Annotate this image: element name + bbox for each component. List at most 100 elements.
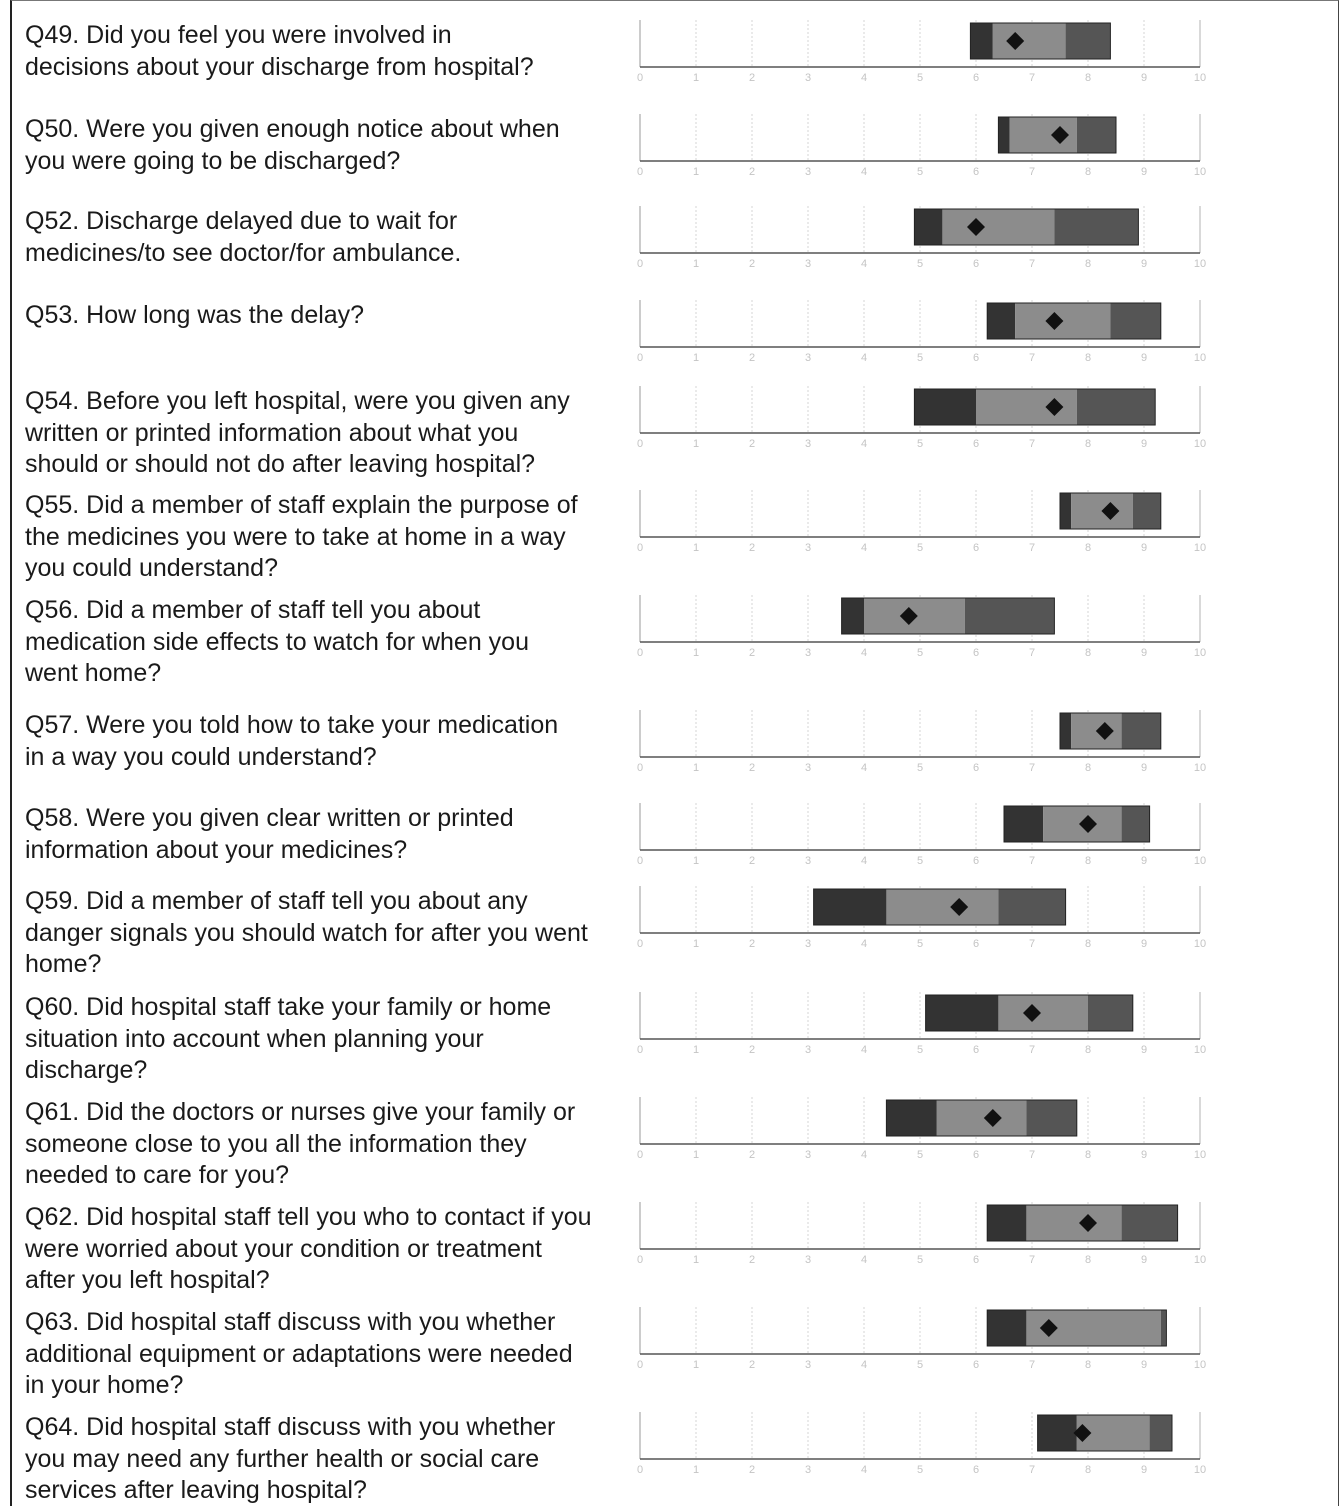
x-tick-label: 6	[973, 72, 979, 84]
x-tick-label: 4	[861, 855, 867, 867]
range-segment-middle	[992, 23, 1066, 59]
x-tick-label: 3	[805, 1044, 811, 1056]
x-tick-label: 9	[1141, 1254, 1147, 1266]
x-tick-label: 6	[973, 1254, 979, 1266]
range-outline	[913, 388, 1156, 426]
x-tick-label: 3	[805, 1464, 811, 1476]
x-tick-label: 1	[693, 1254, 699, 1266]
x-tick-label: 2	[749, 1464, 755, 1476]
score-chart: 0 1 2 3 4 5 6 7 8 9 10	[637, 20, 1206, 84]
range-segment-lower	[987, 1205, 1027, 1241]
score-marker	[1051, 126, 1069, 144]
score-chart: 0 1 2 3 4 5 6 7 8 9 10	[637, 803, 1206, 867]
range-segment-upper	[1132, 493, 1161, 529]
question-row: Q49. Did you feel you were involved in d…	[0, 20, 1341, 114]
question-text: Q54. Before you left hospital, were you …	[25, 387, 570, 478]
range-segment-upper	[1121, 713, 1161, 749]
score-chart: 0 1 2 3 4 5 6 7 8 9 10	[637, 1202, 1206, 1266]
x-tick-label: 0	[637, 72, 643, 84]
x-tick-label: 8	[1085, 938, 1091, 950]
score-chart: 0 1 2 3 4 5 6 7 8 9 10	[637, 490, 1206, 554]
range-segment-middle	[942, 209, 1055, 245]
range-segment-upper	[1076, 389, 1156, 425]
range-outline	[841, 597, 1055, 635]
range-outline	[813, 888, 1067, 926]
score-marker	[1079, 1214, 1097, 1232]
x-tick-label: 7	[1029, 352, 1035, 364]
x-tick-label: 4	[861, 438, 867, 450]
range-outline	[986, 1309, 1167, 1347]
score-chart: 0 1 2 3 4 5 6 7 8 9 10	[637, 886, 1206, 950]
x-tick-label: 2	[749, 647, 755, 659]
question-row: Q55. Did a member of staff explain the p…	[0, 490, 1341, 584]
x-tick-label: 5	[917, 542, 923, 554]
x-tick-label: 4	[861, 166, 867, 178]
x-tick-label: 7	[1029, 438, 1035, 450]
range-segment-upper	[1026, 1100, 1077, 1136]
score-chart: 0 1 2 3 4 5 6 7 8 9 10	[637, 1307, 1206, 1371]
x-tick-label: 5	[917, 647, 923, 659]
x-tick-label: 6	[973, 762, 979, 774]
x-tick-label: 4	[861, 1044, 867, 1056]
x-tick-label: 8	[1085, 166, 1091, 178]
x-tick-label: 2	[749, 1359, 755, 1371]
question-text: Q62. Did hospital staff tell you who to …	[25, 1203, 592, 1294]
question-row: Q54. Before you left hospital, were you …	[0, 386, 1341, 480]
range-segment-upper	[1110, 303, 1161, 339]
x-tick-label: 3	[805, 1254, 811, 1266]
x-tick-label: 9	[1141, 166, 1147, 178]
x-tick-label: 4	[861, 1149, 867, 1161]
x-tick-label: 4	[861, 647, 867, 659]
range-segment-upper	[1160, 1310, 1167, 1346]
score-chart: 0 1 2 3 4 5 6 7 8 9 10	[637, 206, 1206, 270]
range-segment-upper	[964, 598, 1055, 634]
score-marker	[1095, 722, 1114, 740]
x-tick-label: 8	[1085, 1464, 1091, 1476]
question-row: Q52. Discharge delayed due to wait for m…	[0, 206, 1341, 300]
x-tick-label: 9	[1141, 1044, 1147, 1056]
x-tick-label: 5	[917, 855, 923, 867]
x-tick-label: 10	[1194, 1359, 1206, 1371]
score-marker	[899, 607, 918, 625]
range-segment-lower	[914, 389, 976, 425]
range-outline	[1059, 712, 1162, 750]
question-text: Q60. Did hospital staff take your family…	[25, 993, 552, 1084]
x-tick-label: 3	[805, 938, 811, 950]
x-tick-label: 8	[1085, 855, 1091, 867]
question-text: Q50. Were you given enough notice about …	[25, 115, 560, 175]
x-tick-label: 8	[1085, 438, 1091, 450]
x-tick-label: 2	[749, 855, 755, 867]
range-segment-lower	[841, 598, 864, 634]
x-tick-label: 10	[1194, 1254, 1206, 1266]
x-tick-label: 2	[749, 1149, 755, 1161]
x-tick-label: 7	[1029, 542, 1035, 554]
score-chart: 0 1 2 3 4 5 6 7 8 9 10	[637, 300, 1206, 364]
x-tick-label: 9	[1141, 542, 1147, 554]
question-text: Q58. Were you given clear written or pri…	[25, 804, 514, 864]
x-tick-label: 6	[973, 1359, 979, 1371]
x-tick-label: 0	[637, 938, 643, 950]
score-chart: 0 1 2 3 4 5 6 7 8 9 10	[637, 710, 1206, 774]
x-tick-label: 0	[637, 352, 643, 364]
x-tick-label: 7	[1029, 1359, 1035, 1371]
x-tick-label: 7	[1029, 762, 1035, 774]
x-tick-label: 1	[693, 166, 699, 178]
x-tick-label: 1	[693, 72, 699, 84]
question-row: Q53. How long was the delay? 0 1 2 3 4 5 6 7 8 9 10	[0, 300, 1341, 394]
range-outline	[969, 22, 1111, 60]
x-tick-label: 0	[637, 166, 643, 178]
x-tick-label: 8	[1085, 258, 1091, 270]
x-tick-label: 2	[749, 762, 755, 774]
question-text: Q49. Did you feel you were involved in d…	[25, 21, 534, 81]
question-text: Q57. Were you told how to take your medi…	[25, 711, 559, 771]
x-tick-label: 4	[861, 1254, 867, 1266]
x-tick-label: 3	[805, 855, 811, 867]
x-tick-label: 10	[1194, 762, 1206, 774]
x-tick-label: 4	[861, 938, 867, 950]
x-tick-label: 7	[1029, 855, 1035, 867]
range-segment-middle	[936, 1100, 1027, 1136]
x-tick-label: 4	[861, 1464, 867, 1476]
x-tick-label: 4	[861, 72, 867, 84]
x-tick-label: 2	[749, 72, 755, 84]
x-tick-label: 7	[1029, 647, 1035, 659]
